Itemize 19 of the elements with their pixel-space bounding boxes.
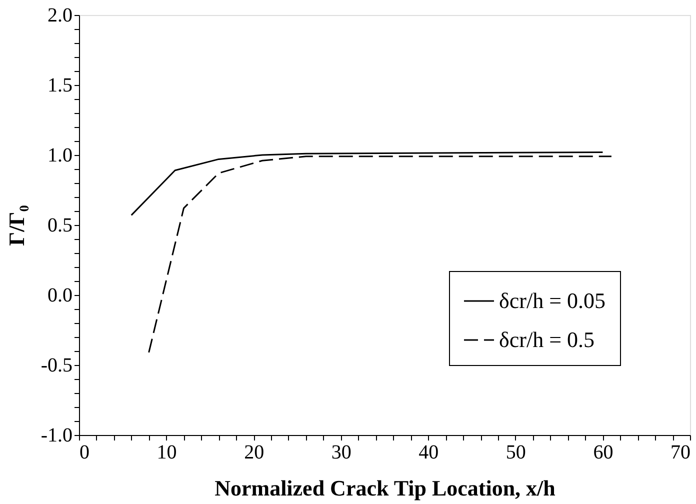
y-tick-label: 1.5 [48, 74, 72, 96]
x-tick-label: 70 [670, 442, 690, 464]
x-tick-label: 30 [331, 442, 352, 464]
x-axis-title: Normalized Crack Tip Location, x/h [214, 476, 556, 500]
y-axis-title: Γ/Γ₀ [4, 204, 29, 246]
y-tick-label: -1.0 [40, 424, 72, 446]
y-tick-label: 0.5 [48, 214, 72, 236]
legend-label: δcr/h = 0.05 [499, 288, 606, 313]
y-tick-label: -0.5 [40, 354, 72, 376]
x-tick-label: 20 [244, 442, 264, 464]
x-tick-label: 50 [506, 442, 526, 464]
y-tick-label: 1.0 [48, 144, 72, 166]
x-tick-label: 0 [80, 442, 90, 464]
y-tick-label: 2.0 [48, 4, 72, 26]
x-tick-label: 40 [418, 442, 439, 464]
x-tick-label: 60 [593, 442, 614, 464]
x-tick-label: 10 [156, 442, 177, 464]
legend-label: δcr/h = 0.5 [499, 327, 594, 352]
y-tick-label: 0.0 [48, 284, 72, 306]
